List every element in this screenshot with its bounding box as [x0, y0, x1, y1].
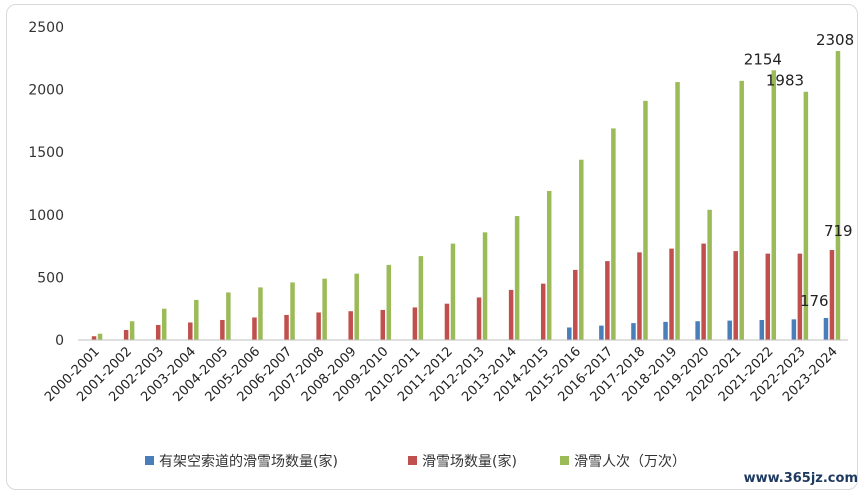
bar-series-2-21	[771, 70, 777, 340]
bar-series-1-8	[348, 311, 353, 340]
bar-series-2-11	[450, 243, 456, 340]
watermark: www.365jz.com	[743, 471, 858, 486]
bar-series-2-1	[129, 321, 135, 340]
bar-series-1-6	[284, 314, 289, 340]
y-tick-label: 500	[37, 270, 64, 286]
bar-series-0-17	[631, 323, 636, 340]
bar-series-0-21	[759, 319, 765, 340]
legend-label-0: 有架空索道的滑雪场数量(家)	[159, 453, 338, 470]
legend-swatch-0	[145, 456, 154, 465]
bar-series-1-12	[476, 297, 482, 340]
bar-series-2-23	[835, 51, 841, 341]
bar-series-0-20	[727, 320, 732, 340]
bar-series-0-16	[599, 325, 604, 340]
bar-series-1-0	[91, 336, 97, 340]
bar-series-2-12	[482, 232, 488, 340]
chart-frame	[6, 4, 858, 490]
bar-series-1-18	[669, 248, 674, 340]
bar-series-1-2	[155, 324, 161, 340]
y-tick-label: 1500	[28, 145, 64, 161]
y-axis: 0 500 1000 1500 2000 2500	[28, 20, 64, 349]
bar-series-2-19	[707, 209, 712, 340]
legend-label-1: 滑雪场数量(家)	[422, 453, 517, 470]
bar-series-1-20	[733, 251, 738, 340]
bars	[91, 51, 841, 341]
bar-series-2-15	[579, 159, 584, 340]
bar-series-1-1	[123, 329, 129, 340]
bar-series-0-22	[791, 319, 797, 340]
legend-swatch-1	[408, 456, 417, 465]
data-label: 719	[824, 222, 853, 240]
bar-series-1-21	[765, 253, 771, 340]
bar-series-2-8	[354, 273, 359, 340]
bar-series-1-13	[508, 289, 514, 340]
bar-series-0-15	[567, 327, 572, 340]
bar-series-0-23	[823, 317, 829, 340]
bar-series-1-10	[412, 307, 418, 340]
y-tick-label: 2000	[28, 83, 64, 99]
bar-series-2-17	[643, 100, 648, 340]
data-labels: 2154 1983 2308 719 176	[744, 31, 854, 310]
data-label: 1983	[766, 72, 804, 90]
bar-series-2-22	[803, 91, 809, 341]
bar-series-1-5	[252, 317, 257, 340]
y-tick-label: 0	[55, 333, 64, 349]
legend: 有架空索道的滑雪场数量(家) 滑雪场数量(家) 滑雪人次（万次）	[145, 453, 686, 470]
bar-series-2-14	[546, 191, 552, 340]
bar-series-2-0	[97, 333, 103, 340]
y-tick-label: 2500	[28, 20, 64, 36]
data-label: 2308	[816, 31, 854, 49]
bar-series-0-18	[663, 321, 668, 340]
bar-series-1-16	[605, 261, 610, 340]
bar-series-1-3	[188, 322, 193, 340]
legend-swatch-2	[560, 456, 569, 465]
bar-series-2-18	[675, 82, 680, 340]
bar-series-2-5	[258, 287, 263, 340]
bar-series-2-20	[739, 80, 744, 340]
bar-series-1-11	[444, 303, 450, 340]
bar-series-2-16	[611, 128, 616, 340]
bar-series-2-6	[290, 282, 295, 340]
bar-series-1-19	[701, 243, 706, 340]
x-axis: 2000-20012001-20022002-20032003-20042004…	[42, 339, 848, 405]
bar-series-1-7	[316, 312, 321, 340]
bar-series-1-15	[573, 269, 578, 340]
bar-series-2-2	[161, 308, 167, 340]
bar-series-1-9	[380, 309, 386, 340]
bar-series-2-13	[514, 216, 520, 340]
bar-series-2-7	[322, 278, 327, 340]
data-label: 2154	[744, 50, 782, 68]
bar-series-2-10	[418, 256, 424, 340]
legend-label-2: 滑雪人次（万次）	[574, 453, 686, 470]
data-label: 176	[800, 292, 829, 310]
bar-series-2-3	[194, 299, 199, 340]
bar-series-1-14	[540, 283, 546, 340]
bar-series-2-4	[226, 292, 231, 340]
bar-series-1-23	[829, 249, 835, 340]
bar-series-1-17	[637, 252, 642, 340]
bar-series-2-9	[386, 264, 392, 340]
bar-series-0-19	[695, 321, 700, 340]
y-tick-label: 1000	[28, 208, 64, 224]
bar-series-1-4	[220, 319, 225, 340]
bar-series-1-22	[797, 253, 803, 340]
